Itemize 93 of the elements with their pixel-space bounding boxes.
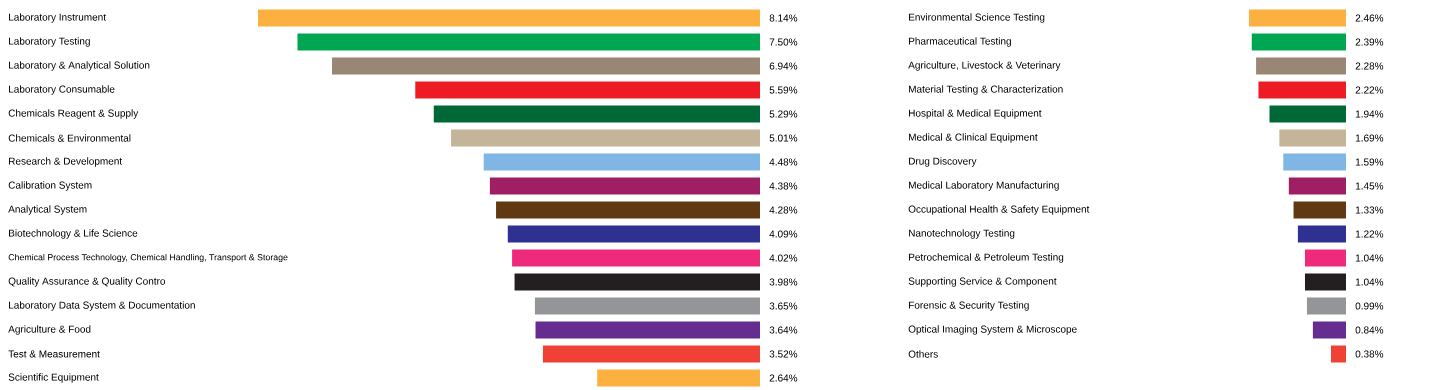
- y-tick-label: Medical & Clinical Equipment: [909, 133, 1038, 143]
- data-label: 6.94%: [769, 62, 798, 70]
- bar: [332, 57, 760, 75]
- bar: [1283, 153, 1346, 171]
- y-tick-label: Laboratory & Analytical Solution: [9, 61, 150, 71]
- bar: [489, 177, 760, 195]
- data-label: 4.38%: [769, 182, 798, 190]
- data-label: 2.28%: [1355, 62, 1384, 70]
- data-label: 0.84%: [1355, 326, 1384, 334]
- bar: [297, 33, 760, 51]
- bar: [512, 249, 760, 267]
- data-label: 1.04%: [1355, 278, 1384, 286]
- bar: [483, 153, 760, 171]
- y-tick-label: Supporting Service & Component: [908, 277, 1057, 287]
- y-tick-label: Laboratory Consumable: [9, 85, 115, 95]
- bar: [542, 345, 760, 363]
- data-label: 1.45%: [1355, 182, 1384, 190]
- data-label: 8.14%: [769, 14, 798, 22]
- y-tick-label: Quality Assurance & Quality Contro: [8, 277, 166, 287]
- data-label: 2.46%: [1355, 14, 1384, 22]
- bar: [535, 321, 760, 339]
- data-label: 0.38%: [1355, 350, 1384, 358]
- data-label: 2.64%: [769, 374, 798, 382]
- y-tick-label: Pharmaceutical Testing: [909, 37, 1011, 47]
- bar: [415, 81, 760, 99]
- data-label: 1.59%: [1355, 158, 1384, 166]
- bar: [258, 9, 760, 27]
- bar: [1288, 177, 1346, 195]
- bar: [1256, 57, 1346, 75]
- bar: [451, 129, 760, 147]
- bar: [496, 201, 760, 219]
- y-tick-label: Drug Discovery: [909, 157, 977, 167]
- y-tick-label: Nanotechnology Testing: [909, 229, 1015, 239]
- y-tick-label: Chemical Process Technology, Chemical Handling, Transport & Storage: [8, 253, 288, 263]
- data-label: 4.09%: [769, 230, 798, 238]
- bar: [1297, 225, 1346, 243]
- bar: [1331, 345, 1346, 363]
- data-label: 3.64%: [769, 326, 798, 334]
- y-tick-label: Others: [908, 350, 938, 358]
- bar: [1279, 129, 1346, 147]
- bar: [1248, 9, 1346, 27]
- data-label: 7.50%: [769, 38, 798, 46]
- bar: [1304, 249, 1346, 267]
- data-label: 4.02%: [769, 254, 798, 262]
- bar: [1306, 297, 1346, 315]
- data-label: 1.94%: [1355, 110, 1384, 118]
- y-tick-label: Scientific Equipment: [8, 373, 99, 383]
- bar: [1251, 33, 1346, 51]
- data-label: 1.33%: [1355, 206, 1384, 214]
- y-tick-label: Agriculture & Food: [8, 325, 91, 335]
- data-label: 2.22%: [1355, 86, 1384, 94]
- y-tick-label: Petrochemical & Petroleum Testing: [909, 253, 1064, 263]
- y-tick-label: Forensic & Security Testing: [909, 301, 1029, 311]
- data-label: 2.39%: [1355, 38, 1384, 46]
- y-tick-label: Laboratory Testing: [9, 37, 90, 47]
- y-tick-label: Research & Development: [9, 157, 123, 167]
- bar: [1269, 105, 1346, 123]
- y-tick-label: Occupational Health & Safety Equipment: [908, 205, 1090, 215]
- bar: [1258, 81, 1346, 99]
- y-tick-label: Agriculture, Livestock & Veterinary: [908, 61, 1061, 71]
- bar: [1304, 273, 1346, 291]
- y-tick-label: Test & Measurement: [8, 350, 100, 358]
- data-label: 1.22%: [1355, 230, 1384, 238]
- data-label: 5.29%: [769, 110, 798, 118]
- y-tick-label: Laboratory Instrument: [9, 13, 106, 23]
- data-label: 4.28%: [769, 206, 798, 214]
- y-tick-label: Chemicals Reagent & Supply: [8, 109, 139, 119]
- bar: [507, 225, 760, 243]
- y-tick-label: Medical Laboratory Manufacturing: [909, 181, 1059, 191]
- bar: [1312, 321, 1346, 339]
- data-label: 1.04%: [1355, 254, 1384, 262]
- bar: [1293, 201, 1346, 219]
- y-tick-label: Analytical System: [8, 205, 87, 215]
- data-label: 1.69%: [1355, 134, 1384, 142]
- y-tick-label: Environmental Science Testing: [909, 13, 1045, 23]
- bar: [534, 297, 760, 315]
- y-tick-label: Calibration System: [8, 181, 92, 191]
- data-label: 5.59%: [769, 86, 798, 94]
- y-tick-label: Biotechnology & Life Science: [9, 229, 138, 239]
- data-label: 3.52%: [769, 350, 798, 358]
- data-label: 3.98%: [769, 278, 798, 286]
- data-label: 0.99%: [1355, 302, 1384, 310]
- data-label: 3.65%: [769, 302, 798, 310]
- y-tick-label: Chemicals & Environmental: [8, 134, 131, 142]
- data-label: 5.01%: [769, 134, 798, 142]
- y-tick-label: Hospital & Medical Equipment: [909, 109, 1042, 119]
- y-tick-label: Optical Imaging System & Microscope: [908, 325, 1077, 335]
- y-tick-label: Material Testing & Characterization: [909, 85, 1063, 95]
- bar: [433, 105, 760, 123]
- data-label: 4.48%: [769, 158, 798, 166]
- bar: [514, 273, 760, 291]
- y-tick-label: Laboratory Data System & Documentation: [9, 301, 195, 311]
- bar: [597, 369, 760, 387]
